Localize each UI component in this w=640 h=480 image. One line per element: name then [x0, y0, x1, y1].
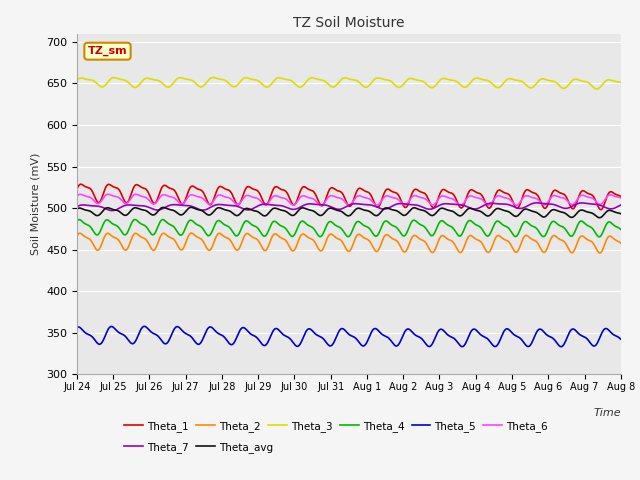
Theta_4	[617, 227, 625, 232]
Theta_1	[295, 192, 303, 197]
Theta_4	[131, 216, 139, 222]
Theta_4	[298, 218, 306, 224]
Theta_1	[617, 193, 625, 199]
Theta_3	[73, 77, 81, 83]
Theta_5	[445, 333, 452, 338]
Theta_avg	[298, 205, 306, 211]
Line: Theta_7: Theta_7	[77, 203, 621, 211]
Theta_1	[77, 181, 84, 187]
Theta_7	[276, 203, 284, 208]
Theta_5	[276, 329, 284, 335]
Theta_3	[189, 78, 196, 84]
Theta_6	[457, 203, 465, 208]
Theta_6	[104, 192, 112, 197]
Theta_2	[295, 236, 303, 242]
Line: Theta_5: Theta_5	[77, 326, 621, 347]
Theta_3	[276, 75, 284, 81]
Theta_4	[104, 217, 112, 223]
Theta_2	[189, 231, 197, 237]
Theta_7	[533, 200, 541, 206]
Theta_7	[104, 207, 112, 213]
Theta_7	[108, 208, 116, 214]
Theta_3	[298, 84, 306, 89]
Line: Theta_1: Theta_1	[77, 184, 621, 210]
Line: Theta_2: Theta_2	[77, 233, 621, 253]
Theta_5	[140, 324, 148, 329]
Theta_2	[276, 235, 284, 240]
Theta_5	[295, 343, 303, 348]
Theta_7	[445, 201, 452, 207]
Theta_avg	[445, 207, 452, 213]
Theta_3	[209, 74, 217, 80]
Theta_3	[617, 80, 625, 85]
Theta_1	[597, 207, 605, 213]
Theta_6	[276, 194, 284, 200]
Theta_5	[104, 327, 112, 333]
Line: Theta_3: Theta_3	[77, 77, 621, 89]
Theta_1	[104, 181, 112, 187]
Theta_3	[295, 84, 303, 90]
Legend: Theta_7, Theta_avg: Theta_7, Theta_avg	[120, 438, 277, 457]
Theta_5	[617, 336, 625, 342]
Y-axis label: Soil Moisture (mV): Soil Moisture (mV)	[30, 153, 40, 255]
Theta_avg	[188, 204, 195, 210]
Theta_1	[73, 185, 81, 191]
Text: TZ_sm: TZ_sm	[88, 46, 127, 56]
Theta_2	[617, 240, 625, 246]
Text: Time: Time	[593, 408, 621, 419]
Theta_4	[73, 218, 81, 224]
Theta_avg	[104, 205, 112, 211]
Theta_7	[298, 204, 306, 209]
Theta_2	[104, 230, 112, 236]
Theta_4	[595, 234, 603, 240]
Theta_5	[298, 338, 306, 344]
Line: Theta_4: Theta_4	[77, 219, 621, 237]
Theta_5	[557, 344, 565, 349]
Theta_6	[104, 192, 112, 197]
Theta_1	[445, 189, 452, 195]
Theta_avg	[73, 206, 81, 212]
Theta_avg	[276, 207, 284, 213]
Theta_4	[445, 223, 452, 228]
Theta_1	[189, 183, 197, 189]
Theta_3	[593, 86, 601, 92]
Theta_2	[298, 231, 306, 237]
Line: Theta_6: Theta_6	[77, 194, 621, 205]
Theta_6	[295, 196, 303, 202]
Theta_avg	[596, 215, 604, 221]
Line: Theta_avg: Theta_avg	[77, 207, 621, 218]
Theta_2	[73, 232, 81, 238]
Theta_2	[596, 250, 604, 256]
Theta_avg	[295, 207, 303, 213]
Theta_4	[189, 219, 197, 225]
Theta_4	[295, 221, 303, 227]
Theta_3	[445, 77, 452, 83]
Theta_7	[189, 204, 197, 210]
Theta_avg	[617, 211, 625, 216]
Theta_3	[104, 79, 112, 85]
Title: TZ Soil Moisture: TZ Soil Moisture	[293, 16, 404, 30]
Theta_7	[73, 204, 81, 209]
Theta_6	[298, 193, 306, 199]
Theta_1	[298, 185, 306, 191]
Theta_7	[617, 202, 625, 208]
Theta_2	[188, 230, 195, 236]
Theta_6	[445, 195, 452, 201]
Theta_6	[73, 193, 81, 199]
Theta_2	[445, 237, 452, 242]
Theta_5	[73, 324, 81, 330]
Theta_4	[276, 223, 284, 228]
Theta_6	[189, 192, 197, 198]
Theta_7	[295, 205, 303, 211]
Theta_6	[617, 195, 625, 201]
Theta_5	[189, 336, 197, 342]
Theta_avg	[189, 205, 197, 211]
Theta_1	[276, 186, 284, 192]
